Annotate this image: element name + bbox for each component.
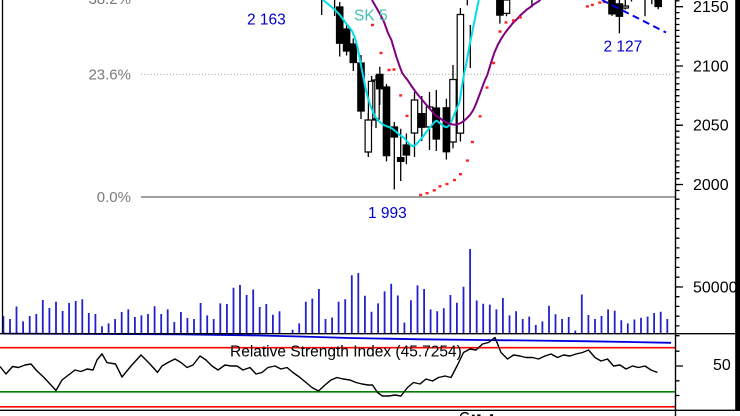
svg-text:50: 50 (713, 357, 731, 374)
svg-text:38.2%: 38.2% (88, 0, 131, 8)
svg-text:Relative Strength Index (45.72: Relative Strength Index (45.7254) (230, 344, 462, 361)
svg-text:2000: 2000 (693, 177, 729, 194)
svg-text:2 163: 2 163 (247, 12, 286, 29)
svg-text:0.0%: 0.0% (97, 189, 131, 206)
svg-text:SK 5: SK 5 (354, 8, 388, 25)
svg-text:2 127: 2 127 (604, 39, 643, 56)
svg-text:2050: 2050 (693, 118, 729, 135)
svg-text:2150: 2150 (693, 0, 729, 16)
svg-text:23.6%: 23.6% (88, 67, 131, 84)
svg-text:50000: 50000 (693, 280, 738, 297)
svg-text:2100: 2100 (693, 59, 729, 76)
svg-text:1 993: 1 993 (368, 205, 407, 222)
